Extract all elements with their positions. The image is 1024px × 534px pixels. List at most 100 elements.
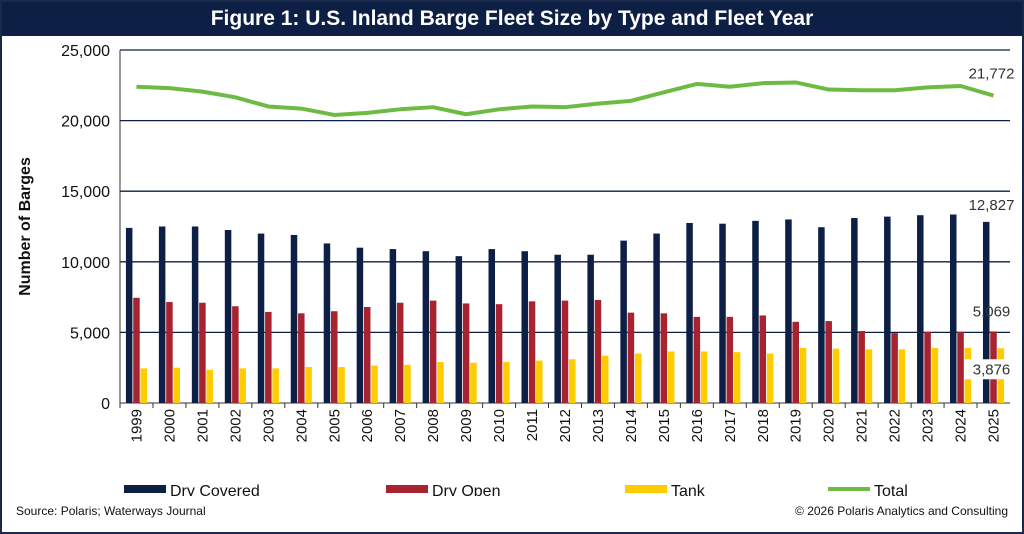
bar-tank [371, 365, 378, 403]
bar-tank [140, 368, 148, 403]
x-tick-label: 2018 [755, 409, 772, 442]
bar-tank [239, 368, 246, 403]
copyright-note: © 2026 Polaris Analytics and Consulting [795, 504, 1008, 518]
bar-tank [173, 367, 180, 403]
bar-dry-covered [191, 226, 199, 403]
y-axis-label: Number of Barges [17, 157, 34, 296]
x-tick-label: 1999 [128, 409, 145, 442]
x-tick-label: 2017 [722, 409, 739, 442]
bar-dry-open [858, 330, 865, 403]
x-tick-label: 2005 [326, 409, 343, 442]
bar-tank [272, 368, 279, 403]
bar-tank [206, 369, 213, 403]
legend-label: Total [874, 483, 908, 496]
bar-tank [338, 366, 345, 403]
bar-dry-open [232, 306, 239, 403]
x-tick-label: 2024 [953, 409, 970, 442]
bar-dry-open [594, 299, 602, 403]
bar-dry-covered [257, 233, 265, 403]
legend-label: Dry Open [432, 483, 500, 496]
x-tick-label: 2001 [194, 409, 211, 442]
data-label: 5,069 [973, 303, 1011, 320]
x-tick-label: 2009 [458, 409, 475, 442]
bar-dry-open [627, 312, 635, 403]
x-tick-label: 2008 [425, 409, 442, 442]
bar-dry-open [561, 300, 569, 403]
bar-dry-open [429, 300, 437, 403]
bar-dry-open [462, 303, 470, 403]
x-tick-label: 2015 [656, 409, 673, 442]
bar-tank [733, 352, 741, 403]
legend-swatch [124, 485, 166, 493]
bar-dry-covered [455, 256, 463, 403]
bar-dry-covered [950, 214, 957, 403]
bar-dry-open [957, 331, 964, 403]
bar-dry-covered [982, 221, 990, 403]
x-tick-label: 2004 [293, 409, 310, 442]
bar-tank [700, 351, 708, 403]
bar-dry-covered [653, 233, 660, 403]
bar-tank [602, 355, 609, 403]
x-tick-label: 2023 [920, 409, 937, 442]
bar-dry-covered [851, 218, 858, 403]
bar-tank [536, 360, 543, 403]
x-tick-label: 2007 [392, 409, 409, 442]
y-tick-label: 20,000 [61, 114, 110, 131]
x-tick-label: 2000 [161, 409, 178, 442]
x-tick-label: 2011 [524, 409, 541, 441]
bar-dry-open [924, 331, 931, 403]
bar-dry-covered [587, 254, 594, 403]
bar-tank [503, 362, 510, 403]
bar-dry-open [891, 333, 898, 403]
bar-tank [832, 348, 840, 403]
legend-label: Tank [671, 483, 706, 496]
bar-dry-open [331, 311, 338, 403]
x-tick-label: 2002 [227, 409, 244, 442]
bar-tank [931, 347, 939, 403]
bar-dry-open [265, 311, 272, 403]
x-tick-label: 2022 [887, 409, 904, 442]
bar-tank [569, 359, 576, 403]
bar-tank [865, 349, 873, 403]
bar-dry-open [298, 313, 305, 403]
bar-dry-open [133, 297, 140, 403]
bar-dry-covered [917, 215, 924, 403]
chart-area: 0 5,000 10,000 15,000 20,000 25,000 Number of … [17, 43, 1019, 496]
bar-dry-covered [884, 216, 891, 403]
data-label: 12,827 [969, 197, 1015, 214]
bar-dry-open [528, 301, 536, 403]
bar-tank [898, 349, 906, 403]
data-label-bg [964, 359, 1019, 380]
x-tick-label: 2019 [788, 409, 805, 442]
bar-dry-covered [422, 251, 430, 403]
data-label: 3,876 [973, 361, 1011, 378]
x-tick-label: 2013 [590, 409, 607, 442]
bar-dry-open [825, 321, 832, 403]
bar-dry-covered [323, 243, 331, 403]
bar-dry-covered [752, 220, 759, 403]
source-note: Source: Polaris; Waterways Journal [16, 504, 206, 518]
bar-dry-covered [125, 227, 133, 403]
bar-tank [470, 362, 477, 403]
x-tick-label: 2021 [854, 409, 871, 442]
bar-dry-open [166, 302, 173, 403]
bar-tank [766, 353, 774, 403]
bar-tank [437, 362, 444, 403]
x-tick-label: 2014 [623, 409, 640, 442]
bar-dry-covered [521, 251, 528, 403]
y-tick-label: 25,000 [61, 43, 110, 60]
y-tick-label: 0 [101, 396, 110, 413]
bar-dry-covered [224, 230, 232, 403]
x-tick-label: 2012 [557, 409, 574, 442]
bar-dry-covered [488, 249, 496, 403]
bar-dry-covered [785, 219, 792, 403]
bar-dry-open [396, 302, 404, 403]
bar-tank [799, 347, 807, 403]
bar-tank [634, 353, 642, 403]
x-tick-label: 2010 [491, 409, 508, 442]
y-tick-label: 15,000 [61, 184, 110, 201]
x-tick-label: 2025 [986, 409, 1003, 442]
bar-dry-open [693, 316, 701, 403]
y-tick-label: 10,000 [61, 255, 110, 272]
